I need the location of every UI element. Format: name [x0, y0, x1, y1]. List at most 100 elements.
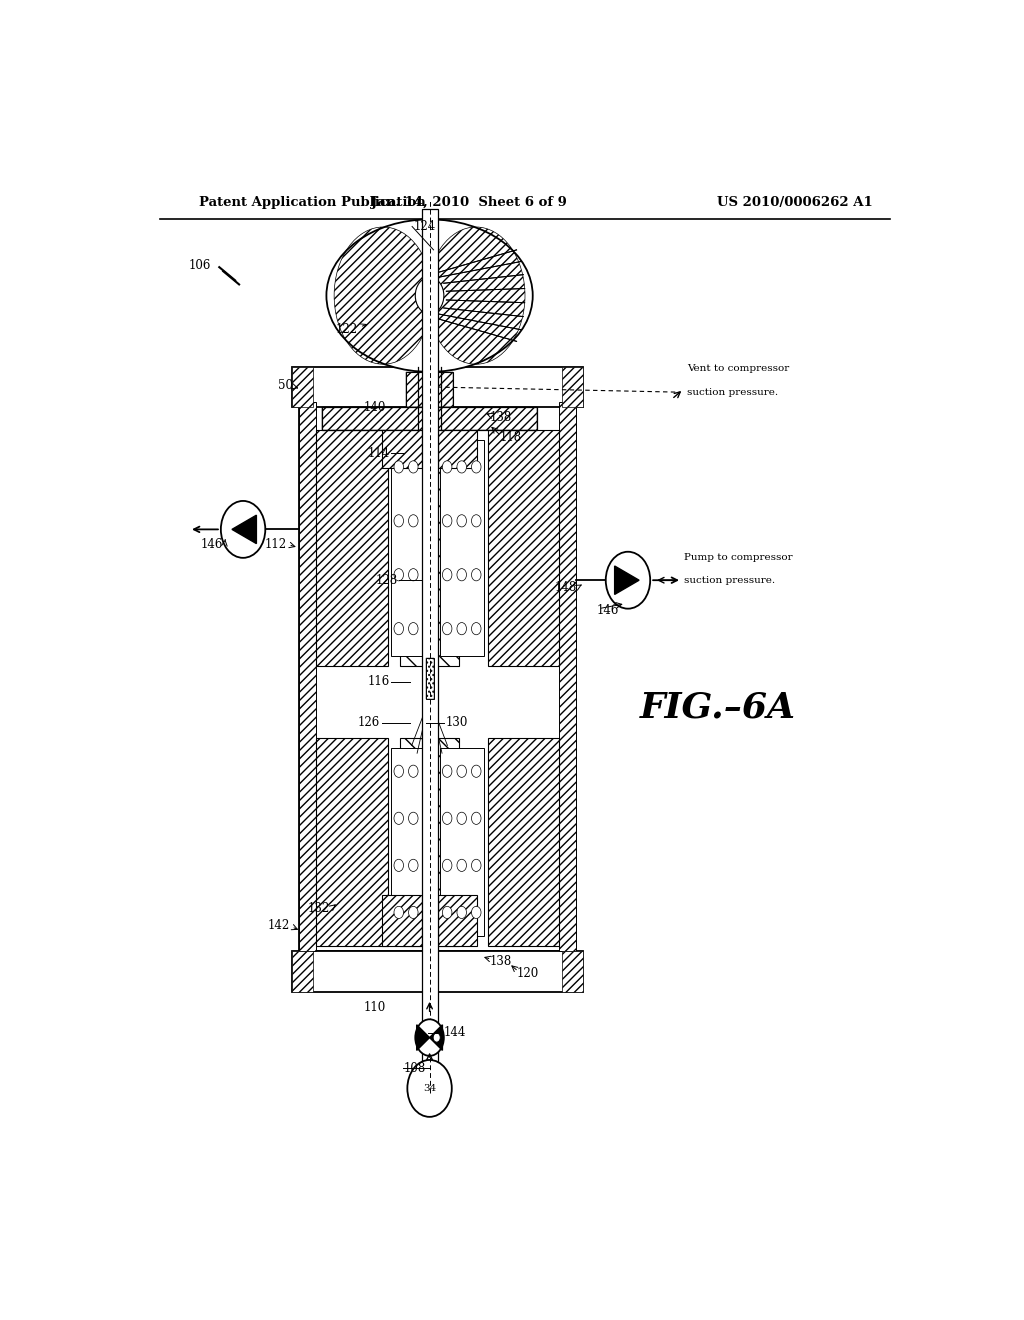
Circle shape [471, 766, 481, 777]
Text: Jan. 14, 2010  Sheet 6 of 9: Jan. 14, 2010 Sheet 6 of 9 [372, 195, 567, 209]
Bar [316, 738, 387, 946]
Text: 146: 146 [201, 539, 223, 552]
Polygon shape [430, 1024, 442, 1051]
Circle shape [409, 623, 418, 635]
Circle shape [409, 812, 418, 825]
Circle shape [442, 812, 452, 825]
Circle shape [423, 859, 432, 871]
Text: 112: 112 [264, 539, 287, 552]
Text: 106: 106 [189, 259, 211, 272]
Circle shape [471, 812, 481, 825]
Polygon shape [232, 515, 256, 544]
Text: 138: 138 [489, 954, 512, 968]
Circle shape [394, 859, 403, 871]
Text: 116: 116 [368, 676, 390, 688]
Text: 144: 144 [443, 1026, 466, 1039]
Text: 50: 50 [279, 379, 293, 392]
Circle shape [394, 623, 403, 635]
Bar [391, 440, 435, 656]
Circle shape [416, 277, 443, 314]
Circle shape [423, 461, 432, 473]
Text: 122: 122 [336, 322, 358, 335]
Bar [323, 408, 537, 430]
Text: Pump to compressor: Pump to compressor [684, 553, 793, 562]
Circle shape [457, 623, 467, 635]
Circle shape [416, 1019, 443, 1056]
Ellipse shape [327, 219, 532, 372]
Text: 124: 124 [414, 220, 436, 234]
Circle shape [409, 859, 418, 871]
Bar [422, 210, 437, 1084]
Circle shape [457, 569, 467, 581]
Circle shape [442, 515, 452, 527]
Bar [406, 372, 454, 408]
Bar [382, 895, 422, 946]
Circle shape [471, 623, 481, 635]
Text: 114: 114 [368, 446, 390, 459]
Circle shape [457, 461, 467, 473]
Text: 128: 128 [376, 574, 397, 586]
Circle shape [471, 859, 481, 871]
Circle shape [409, 515, 418, 527]
Bar [323, 408, 537, 430]
Text: 138: 138 [489, 411, 512, 424]
Circle shape [394, 515, 403, 527]
Circle shape [409, 569, 418, 581]
Circle shape [394, 461, 403, 473]
Bar [399, 430, 460, 665]
Bar [487, 738, 559, 946]
Text: FIG.–6A: FIG.–6A [640, 690, 796, 725]
Circle shape [457, 859, 467, 871]
Circle shape [471, 461, 481, 473]
Circle shape [606, 552, 650, 609]
Circle shape [423, 569, 432, 581]
Text: 146: 146 [596, 605, 618, 618]
Circle shape [471, 515, 481, 527]
Bar [316, 430, 387, 665]
Circle shape [394, 569, 403, 581]
Circle shape [408, 1060, 452, 1117]
Circle shape [442, 766, 452, 777]
Bar [299, 403, 577, 952]
Bar [299, 403, 316, 952]
Circle shape [457, 766, 467, 777]
Polygon shape [614, 566, 639, 594]
Circle shape [409, 907, 418, 919]
Text: 120: 120 [517, 968, 539, 979]
Text: 126: 126 [358, 715, 380, 729]
Bar [562, 367, 583, 408]
Bar [437, 412, 477, 469]
Circle shape [423, 766, 432, 777]
Bar [426, 659, 433, 698]
Bar [406, 372, 454, 408]
Bar [391, 747, 435, 936]
Text: 110: 110 [364, 1001, 386, 1014]
Circle shape [221, 500, 265, 558]
Bar [487, 430, 559, 665]
Circle shape [442, 569, 452, 581]
Circle shape [442, 623, 452, 635]
Text: 34: 34 [423, 1084, 436, 1093]
Bar [382, 412, 422, 469]
Bar [426, 659, 433, 698]
Circle shape [457, 515, 467, 527]
Polygon shape [417, 1024, 430, 1051]
Bar [437, 895, 477, 946]
Bar [292, 952, 583, 991]
Text: 118: 118 [500, 432, 521, 445]
Circle shape [457, 907, 467, 919]
Circle shape [409, 461, 418, 473]
Text: 148: 148 [555, 581, 578, 594]
Circle shape [457, 812, 467, 825]
Bar [440, 747, 483, 936]
Text: 142: 142 [267, 919, 290, 932]
Bar [562, 952, 583, 991]
Circle shape [471, 907, 481, 919]
Circle shape [423, 812, 432, 825]
Circle shape [442, 461, 452, 473]
Text: suction pressure.: suction pressure. [684, 576, 774, 585]
Circle shape [471, 569, 481, 581]
Text: Patent Application Publication: Patent Application Publication [200, 195, 426, 209]
Circle shape [442, 907, 452, 919]
Bar [292, 952, 313, 991]
